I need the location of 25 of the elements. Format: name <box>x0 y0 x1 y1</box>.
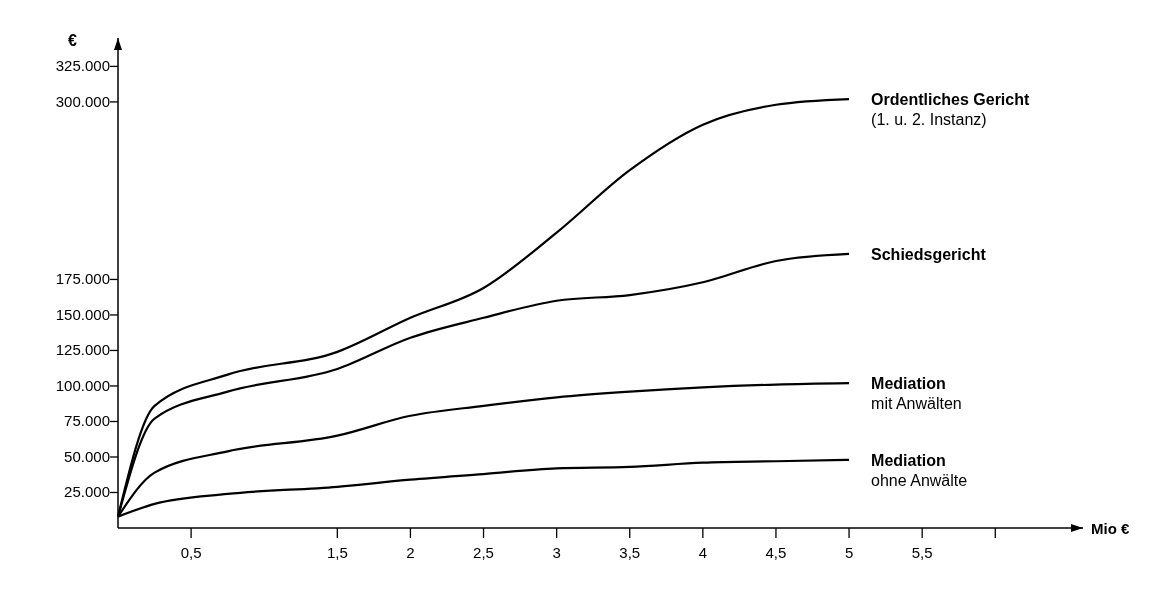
x-tick-label: 3,5 <box>619 544 641 561</box>
y-tick-label: 25.000 <box>64 483 110 501</box>
x-tick-label: 0,5 <box>180 544 202 561</box>
x-tick-label: 3 <box>552 544 561 561</box>
x-tick-label: 1,5 <box>326 544 348 561</box>
y-axis-title: € <box>68 32 77 49</box>
y-tick-label: 100.000 <box>55 376 110 394</box>
x-tick-label: 4 <box>698 544 708 561</box>
series-label: Schiedsgericht <box>871 245 987 263</box>
x-tick-label: 5,5 <box>911 544 933 561</box>
series-label: Mediation ohne Anwälte <box>871 451 968 489</box>
series-label: Ordentliches Gericht (1. u. 2. Instanz) <box>871 91 1030 129</box>
x-tick-label: 4,5 <box>765 544 787 561</box>
y-tick-label: 150.000 <box>55 305 110 323</box>
y-tick-label: 175.000 <box>55 270 110 288</box>
y-tick-label: 325.000 <box>55 57 110 75</box>
y-tick-label: 75.000 <box>64 412 110 430</box>
y-tick-label: 50.000 <box>64 447 110 465</box>
y-tick-label: 125.000 <box>55 341 110 359</box>
x-tick-label: 2 <box>406 544 415 561</box>
series-label: Mediation mit Anwälten <box>871 375 962 413</box>
x-tick-label: 2,5 <box>473 544 494 561</box>
x-axis-title: Mio € <box>1091 520 1130 537</box>
x-tick-label: 5 <box>844 544 854 561</box>
y-tick-label: 300.000 <box>55 92 110 110</box>
